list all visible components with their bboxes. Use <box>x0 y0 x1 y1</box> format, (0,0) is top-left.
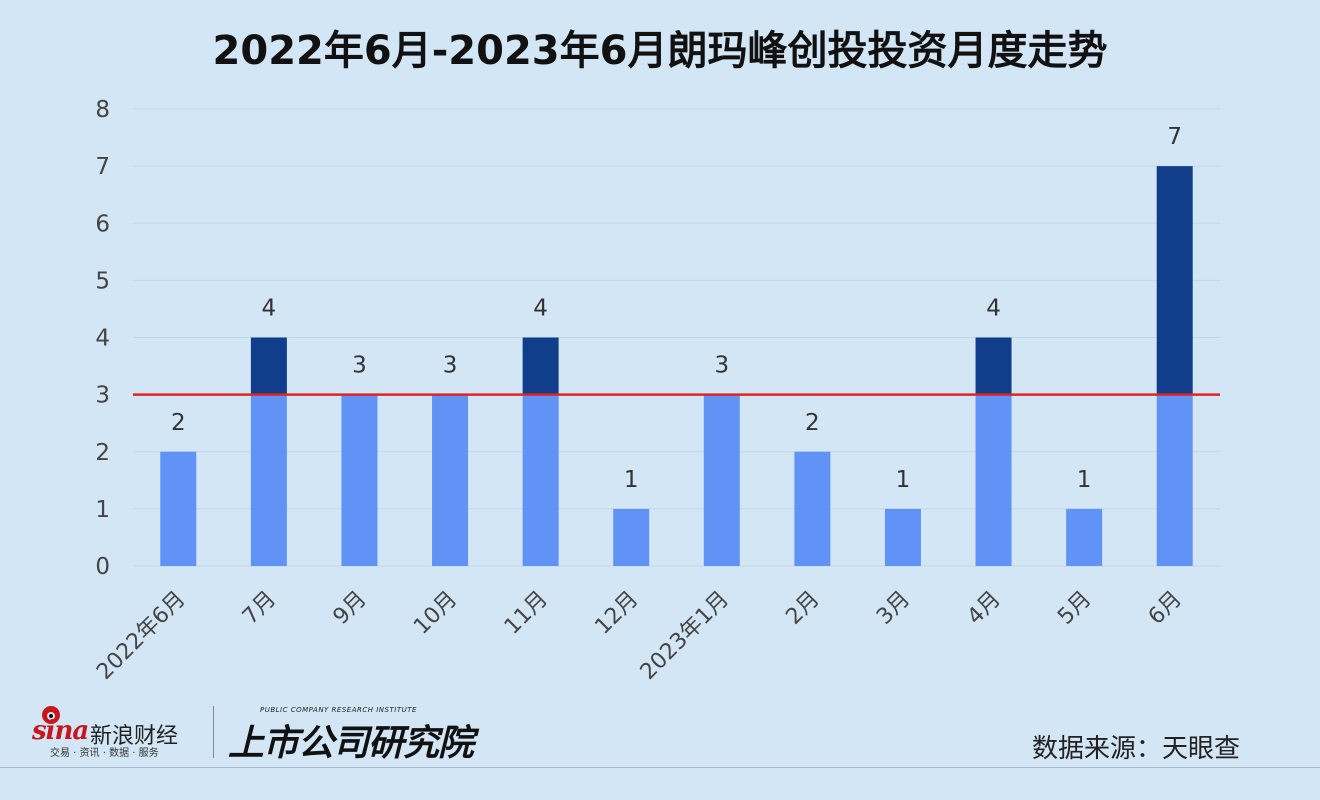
y-tick-label: 6 <box>95 211 110 237</box>
y-tick-label: 7 <box>95 154 110 180</box>
bar <box>432 394 469 566</box>
data-label: 1 <box>896 467 911 493</box>
bar <box>1066 508 1103 566</box>
data-label: 1 <box>624 467 639 493</box>
y-tick-label: 4 <box>95 326 110 352</box>
bar <box>522 394 559 566</box>
x-tick-label: 2月 <box>781 587 824 630</box>
bar-chart: 01234567822022年6月47月39月310月411月112月32023… <box>92 97 1220 685</box>
data-label: 4 <box>262 296 277 322</box>
y-tick-label: 5 <box>95 268 110 294</box>
bar-above-reference <box>975 337 1012 395</box>
data-label: 3 <box>352 353 367 379</box>
x-tick-label: 12月 <box>590 587 643 640</box>
institute-english-name: PUBLIC COMPANY RESEARCH INSTITUTE <box>260 706 417 714</box>
bar <box>1156 394 1193 566</box>
bar <box>794 451 831 566</box>
x-tick-label: 3月 <box>872 587 915 630</box>
data-label: 3 <box>443 353 458 379</box>
sina-logo-subtitle: 交易 · 资讯 · 数据 · 服务 <box>50 748 159 759</box>
data-label: 4 <box>533 296 548 322</box>
x-tick-label: 2023年1月 <box>636 587 734 685</box>
x-tick-label: 10月 <box>409 587 462 640</box>
bar <box>703 394 740 566</box>
bar <box>250 394 287 566</box>
data-label: 2 <box>171 410 186 436</box>
data-label: 7 <box>1167 124 1182 150</box>
bar-above-reference <box>250 337 287 395</box>
sina-logo-word: sina <box>32 716 89 746</box>
y-tick-label: 2 <box>95 440 110 466</box>
x-tick-label: 7月 <box>238 587 281 630</box>
bar <box>160 451 197 566</box>
data-label: 4 <box>986 296 1001 322</box>
x-tick-label: 5月 <box>1053 587 1096 630</box>
x-tick-label: 4月 <box>963 587 1006 630</box>
sina-eye-icon <box>42 706 60 724</box>
footer-divider <box>0 767 1320 768</box>
bar-above-reference <box>1156 166 1193 395</box>
research-institute-logo: PUBLIC COMPANY RESEARCH INSTITUTE 上市公司研究… <box>228 706 474 764</box>
x-tick-label: 6月 <box>1144 587 1187 630</box>
data-label: 3 <box>714 353 729 379</box>
bar-above-reference <box>522 337 559 395</box>
data-label: 2 <box>805 410 820 436</box>
x-tick-label: 9月 <box>329 587 372 630</box>
institute-chinese-name: 上市公司研究院 <box>228 723 474 764</box>
y-tick-label: 0 <box>95 554 110 580</box>
data-source: 数据来源：天眼查 <box>1031 734 1240 764</box>
x-tick-label: 11月 <box>500 587 553 640</box>
chart-title: 2022年6月-2023年6月朗玛峰创投投资月度走势 <box>212 28 1108 74</box>
logo-divider <box>213 706 214 758</box>
bar <box>613 508 650 566</box>
bar <box>341 394 378 566</box>
bar <box>975 394 1012 566</box>
y-tick-label: 3 <box>95 383 110 409</box>
x-tick-label: 2022年6月 <box>92 587 190 685</box>
data-label: 1 <box>1077 467 1092 493</box>
sina-finance-logo: sina 新浪财经 交易 · 资讯 · 数据 · 服务 <box>32 704 202 760</box>
y-tick-label: 8 <box>95 97 110 123</box>
bar <box>884 508 921 566</box>
y-tick-label: 1 <box>95 497 110 523</box>
sina-logo-text: 新浪财经 <box>90 724 179 749</box>
